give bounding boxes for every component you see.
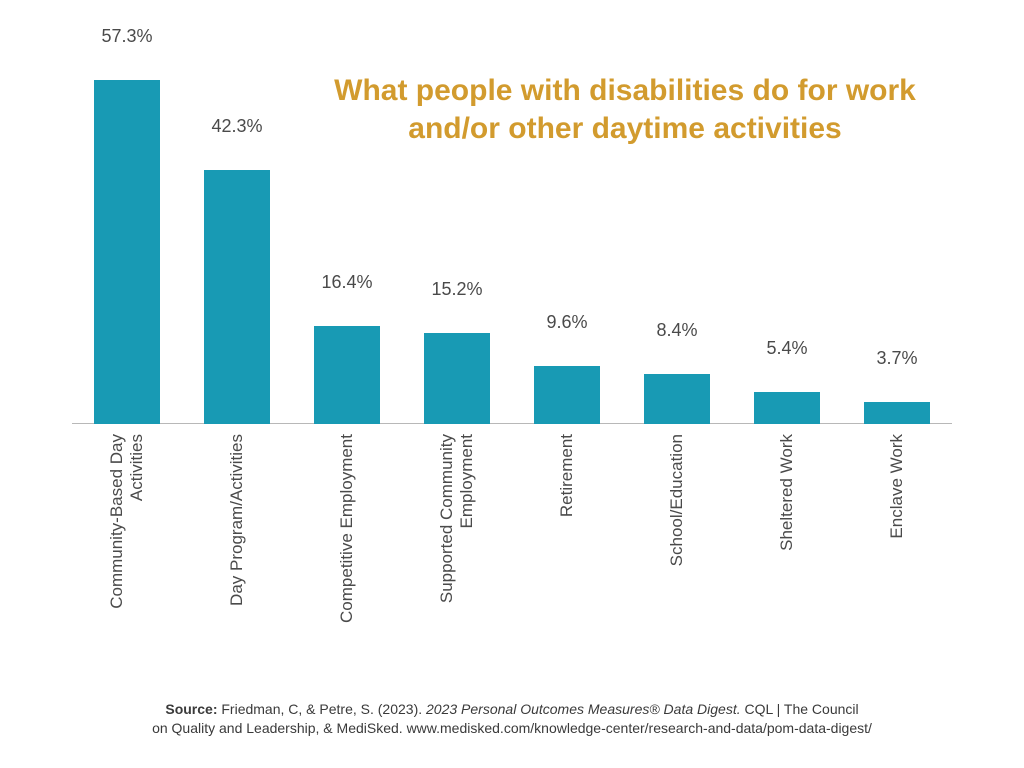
bar-category-label: Retirement bbox=[557, 434, 577, 517]
bar-category-label: Enclave Work bbox=[887, 434, 907, 539]
bar bbox=[864, 402, 930, 424]
plot-area: 57.3%Community-Based DayActivities42.3%D… bbox=[72, 64, 952, 424]
bar bbox=[644, 374, 710, 424]
bar bbox=[534, 366, 600, 424]
bar-value-label: 42.3% bbox=[182, 116, 292, 143]
chart-canvas: What people with disabilities do for wor… bbox=[0, 0, 1024, 768]
bar-slot: 9.6%Retirement bbox=[512, 64, 622, 424]
bar-value-label: 5.4% bbox=[732, 338, 842, 365]
source-line1-italic: 2023 Personal Outcomes Measures® Data Di… bbox=[426, 701, 741, 717]
bar bbox=[94, 80, 160, 424]
source-prefix: Source: bbox=[165, 701, 217, 717]
bar-slot: 42.3%Day Program/Activities bbox=[182, 64, 292, 424]
bar-value-label: 15.2% bbox=[402, 279, 512, 306]
bar-slot: 57.3%Community-Based DayActivities bbox=[72, 64, 182, 424]
source-line2: on Quality and Leadership, & MediSked. w… bbox=[152, 720, 872, 736]
bar-category-label: Supported CommunityEmployment bbox=[437, 434, 476, 603]
bar-value-label: 3.7% bbox=[842, 348, 952, 375]
bar-value-label: 57.3% bbox=[72, 26, 182, 53]
source-line1b: CQL | The Council bbox=[741, 701, 859, 717]
source-citation: Source: Friedman, C, & Petre, S. (2023).… bbox=[0, 700, 1024, 738]
bar-slot: 5.4%Sheltered Work bbox=[732, 64, 842, 424]
bar bbox=[314, 326, 380, 424]
bars-container: 57.3%Community-Based DayActivities42.3%D… bbox=[72, 64, 952, 424]
bar-value-label: 16.4% bbox=[292, 272, 402, 299]
bar bbox=[424, 333, 490, 424]
bar-slot: 3.7%Enclave Work bbox=[842, 64, 952, 424]
bar bbox=[754, 392, 820, 424]
bar-category-label: Sheltered Work bbox=[777, 434, 797, 551]
bar bbox=[204, 170, 270, 424]
bar-category-label: Day Program/Activities bbox=[227, 434, 247, 606]
bar-slot: 16.4%Competitive Employment bbox=[292, 64, 402, 424]
bar-slot: 8.4%School/Education bbox=[622, 64, 732, 424]
source-line1a: Friedman, C, & Petre, S. (2023). bbox=[217, 701, 426, 717]
bar-category-label: Community-Based DayActivities bbox=[107, 434, 146, 609]
bar-value-label: 9.6% bbox=[512, 312, 622, 339]
bar-category-label: Competitive Employment bbox=[337, 434, 357, 623]
bar-slot: 15.2%Supported CommunityEmployment bbox=[402, 64, 512, 424]
bar-value-label: 8.4% bbox=[622, 320, 732, 347]
bar-category-label: School/Education bbox=[667, 434, 687, 566]
